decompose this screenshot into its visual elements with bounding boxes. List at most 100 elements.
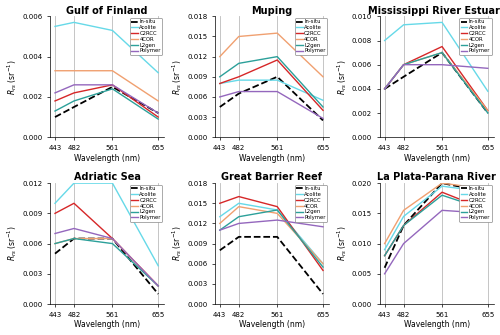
4COR	[52, 242, 58, 246]
4COR	[217, 221, 223, 225]
Acolite	[274, 208, 280, 212]
Line: C2RCC: C2RCC	[55, 85, 158, 117]
L2gen	[320, 265, 326, 269]
Acolite	[236, 201, 242, 205]
Line: In-situ: In-situ	[384, 53, 488, 113]
Line: 4COR: 4COR	[384, 53, 488, 111]
Polymer	[274, 89, 280, 93]
C2RCC	[485, 208, 491, 212]
Polymer	[382, 272, 388, 276]
4COR	[155, 99, 161, 103]
L2gen	[155, 284, 161, 288]
Line: C2RCC: C2RCC	[384, 47, 488, 111]
Acolite	[382, 39, 388, 43]
4COR	[155, 284, 161, 288]
In-situ	[439, 51, 445, 55]
Line: L2gen: L2gen	[220, 57, 323, 107]
In-situ	[274, 75, 280, 79]
Line: In-situ: In-situ	[220, 77, 323, 120]
C2RCC	[382, 254, 388, 258]
4COR	[382, 87, 388, 91]
Legend: In-situ, Acolite, C2RCC, 4COR, L2gen, Polymer: In-situ, Acolite, C2RCC, 4COR, L2gen, Po…	[130, 185, 162, 222]
Polymer	[155, 284, 161, 288]
In-situ	[274, 235, 280, 239]
Title: Mississippi River Estuary: Mississippi River Estuary	[368, 6, 500, 15]
4COR	[110, 237, 116, 241]
4COR	[485, 109, 491, 113]
Acolite	[52, 24, 58, 28]
Title: Great Barrier Reef: Great Barrier Reef	[222, 173, 322, 182]
In-situ	[236, 235, 242, 239]
Line: L2gen: L2gen	[384, 53, 488, 113]
Polymer	[155, 111, 161, 115]
Line: 4COR: 4COR	[220, 207, 323, 264]
4COR	[236, 205, 242, 209]
L2gen	[110, 87, 116, 91]
L2gen	[382, 254, 388, 258]
Line: L2gen: L2gen	[220, 210, 323, 267]
Line: 4COR: 4COR	[384, 183, 488, 244]
Line: Acolite: Acolite	[384, 22, 488, 91]
Line: Acolite: Acolite	[55, 183, 158, 266]
4COR	[439, 181, 445, 185]
Acolite	[217, 81, 223, 85]
C2RCC	[71, 201, 77, 205]
Acolite	[110, 181, 116, 185]
In-situ	[439, 181, 445, 185]
C2RCC	[155, 115, 161, 119]
In-situ	[52, 115, 58, 119]
In-situ	[155, 292, 161, 296]
Polymer	[217, 228, 223, 232]
In-situ	[320, 118, 326, 122]
C2RCC	[274, 58, 280, 62]
4COR	[236, 35, 242, 39]
Title: Adriatic Sea: Adriatic Sea	[74, 173, 140, 182]
Line: Acolite: Acolite	[220, 203, 323, 264]
Polymer	[71, 83, 77, 87]
Acolite	[71, 181, 77, 185]
C2RCC	[110, 237, 116, 241]
L2gen	[52, 242, 58, 246]
4COR	[217, 55, 223, 59]
4COR	[52, 69, 58, 73]
Polymer	[382, 87, 388, 91]
4COR	[382, 242, 388, 246]
Polymer	[320, 225, 326, 229]
X-axis label: Wavelength (nm): Wavelength (nm)	[74, 321, 140, 329]
Acolite	[155, 71, 161, 75]
Acolite	[382, 248, 388, 252]
Line: C2RCC: C2RCC	[384, 192, 488, 256]
C2RCC	[217, 81, 223, 85]
X-axis label: Wavelength (nm): Wavelength (nm)	[404, 321, 470, 329]
Polymer	[485, 66, 491, 70]
Polymer	[439, 208, 445, 212]
X-axis label: Wavelength (nm): Wavelength (nm)	[239, 154, 305, 162]
Legend: In-situ, Acolite, C2RCC, 4COR, L2gen, Polymer: In-situ, Acolite, C2RCC, 4COR, L2gen, Po…	[130, 18, 162, 55]
C2RCC	[400, 223, 406, 227]
L2gen	[71, 99, 77, 103]
In-situ	[485, 111, 491, 115]
Acolite	[52, 201, 58, 205]
Acolite	[439, 184, 445, 188]
Polymer	[52, 231, 58, 236]
Y-axis label: $R_{rs}$ (sr$^{-1}$): $R_{rs}$ (sr$^{-1}$)	[6, 226, 20, 261]
L2gen	[217, 228, 223, 232]
X-axis label: Wavelength (nm): Wavelength (nm)	[239, 321, 305, 329]
Line: L2gen: L2gen	[55, 239, 158, 286]
L2gen	[274, 55, 280, 59]
L2gen	[485, 208, 491, 212]
L2gen	[400, 223, 406, 227]
Line: In-situ: In-situ	[55, 239, 158, 294]
In-situ	[71, 105, 77, 109]
In-situ	[485, 190, 491, 194]
Line: Polymer: Polymer	[220, 220, 323, 230]
Polymer	[400, 63, 406, 67]
Polymer	[217, 95, 223, 99]
In-situ	[217, 248, 223, 252]
Legend: In-situ, Acolite, C2RCC, 4COR, L2gen, Polymer: In-situ, Acolite, C2RCC, 4COR, L2gen, Po…	[460, 18, 492, 55]
L2gen	[439, 193, 445, 197]
L2gen	[236, 215, 242, 219]
Acolite	[274, 78, 280, 82]
4COR	[485, 187, 491, 191]
Line: L2gen: L2gen	[384, 195, 488, 256]
